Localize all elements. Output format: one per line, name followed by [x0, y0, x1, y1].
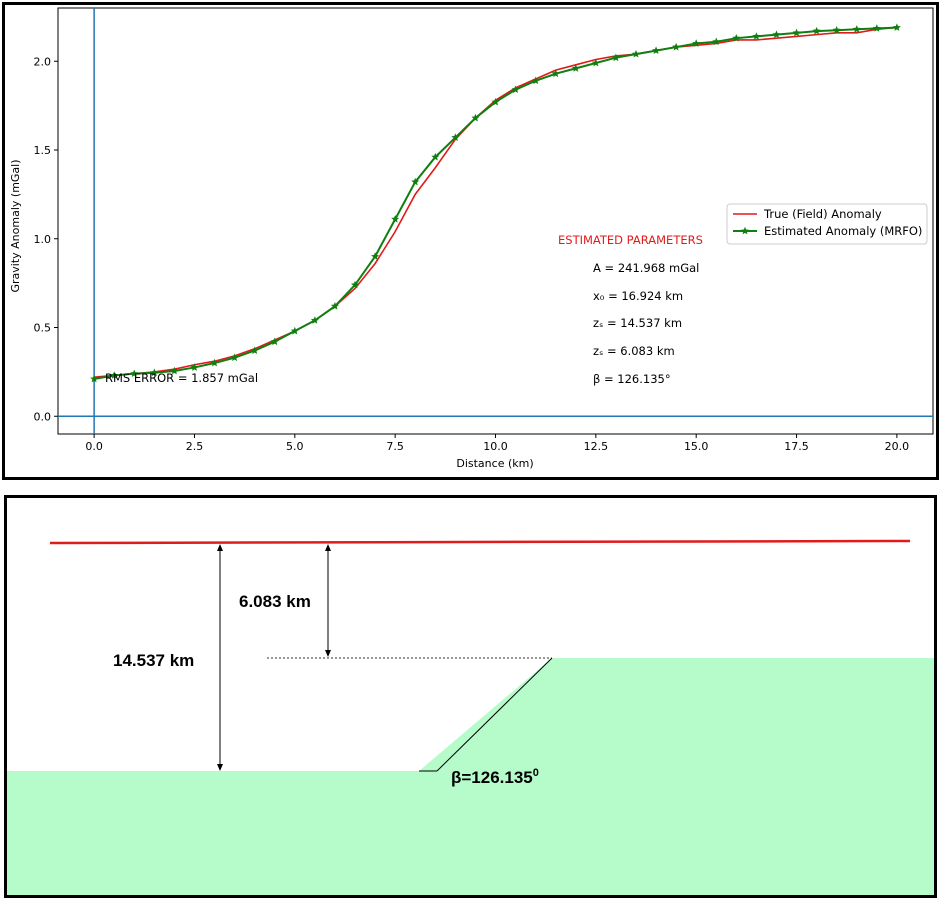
upper-depth-label: 6.083 km — [239, 592, 311, 611]
y-tick-label: 2.0 — [34, 55, 52, 68]
x-tick-label: 12.5 — [584, 440, 609, 453]
y-tick-label: 0.5 — [34, 322, 52, 335]
series-point — [150, 368, 159, 377]
series-point — [692, 39, 701, 47]
x-tick-label: 10.0 — [483, 440, 508, 453]
series-point — [591, 58, 600, 67]
series-point — [672, 42, 681, 51]
upper-depth-arrow — [325, 544, 331, 657]
param-x0: x₀ = 16.924 km — [593, 289, 683, 303]
series-point — [130, 369, 139, 378]
x-tick-label: 15.0 — [684, 440, 709, 453]
series-point — [752, 32, 761, 40]
x-tick-label: 20.0 — [885, 440, 910, 453]
series-point — [491, 97, 500, 106]
chart-panel: 0.0 2.5 5.0 7.5 10.0 12.5 15.0 17.5 20.0 0.0 0.5 1.… — [2, 2, 939, 480]
step-model-diagram: 6.083 km 14.537 km β=126.1350 — [7, 539, 934, 895]
series-point — [892, 23, 901, 31]
param-z-bottom: zₛ = 14.537 km — [593, 316, 682, 330]
series-point — [611, 53, 620, 62]
y-axis-label: Gravity Anomaly (mGal) — [9, 159, 22, 292]
series-line-1 — [93, 26, 897, 380]
y-tick-label: 1.5 — [34, 144, 52, 157]
series-point — [652, 46, 661, 54]
x-tick-label: 7.5 — [386, 440, 404, 453]
series-point — [270, 337, 279, 346]
x-tick-label: 0.0 — [85, 440, 103, 453]
series-point — [712, 37, 721, 46]
series-point — [310, 316, 319, 324]
surface-line — [49, 539, 911, 545]
series-line-0 — [94, 26, 897, 378]
estimated-params-title: ESTIMATED PARAMETERS — [558, 233, 703, 247]
series-point — [511, 85, 520, 94]
legend: True (Field) Anomaly Estimated Anomaly (… — [726, 203, 928, 245]
series-point — [812, 26, 821, 35]
param-amplitude: A = 241.968 mGal — [593, 261, 699, 275]
series-point — [832, 25, 841, 34]
x-tick-label: 17.5 — [784, 440, 809, 453]
series-point — [90, 374, 99, 383]
legend-star-marker — [741, 226, 749, 235]
series-point — [571, 64, 580, 72]
series-point — [330, 302, 339, 310]
x-tick-label: 2.5 — [186, 440, 204, 453]
slope-line — [436, 657, 553, 772]
series-point — [190, 363, 199, 371]
param-z-top: zₛ = 6.083 km — [593, 344, 675, 358]
y-tick-label: 0.0 — [34, 410, 52, 423]
series-point — [551, 69, 560, 78]
y-tick-label: 1.0 — [34, 233, 52, 246]
series-point — [170, 366, 179, 375]
series-point — [110, 371, 119, 379]
rms-error-text: RMS ERROR = 1.857 mGal — [105, 371, 258, 385]
legend-true-label: True (Field) Anomaly — [763, 207, 882, 221]
lower-depth-arrow — [217, 544, 223, 771]
series-point — [451, 133, 460, 141]
series-point — [290, 326, 299, 335]
gravity-anomaly-chart: 0.0 2.5 5.0 7.5 10.0 12.5 15.0 17.5 20.0 0.0 0.5 1.… — [9, 7, 934, 470]
series-point — [872, 24, 881, 32]
x-axis-label: Distance (km) — [456, 457, 533, 470]
param-beta: β = 126.135° — [593, 372, 671, 386]
series-point — [371, 252, 380, 260]
series-point — [411, 177, 420, 186]
series-point — [431, 152, 440, 161]
series-point — [772, 30, 781, 39]
legend-box — [726, 203, 928, 245]
lower-depth-label: 14.537 km — [113, 651, 194, 670]
series-point — [732, 33, 741, 42]
series-point — [852, 25, 861, 33]
step-body — [7, 658, 934, 895]
x-tick-label: 5.0 — [286, 440, 304, 453]
series-point — [250, 346, 259, 354]
series-point — [230, 353, 239, 362]
series-point — [391, 215, 400, 223]
series-point — [631, 49, 640, 58]
angle-label: β=126.1350 — [451, 767, 539, 787]
legend-estimated-label: Estimated Anomaly (MRFO) — [764, 224, 922, 238]
series-point — [351, 280, 360, 289]
series-point — [471, 113, 480, 122]
series-point — [792, 28, 801, 37]
series-point — [210, 358, 219, 367]
series-point — [531, 76, 540, 85]
model-panel: 6.083 km 14.537 km β=126.1350 — [4, 495, 937, 898]
